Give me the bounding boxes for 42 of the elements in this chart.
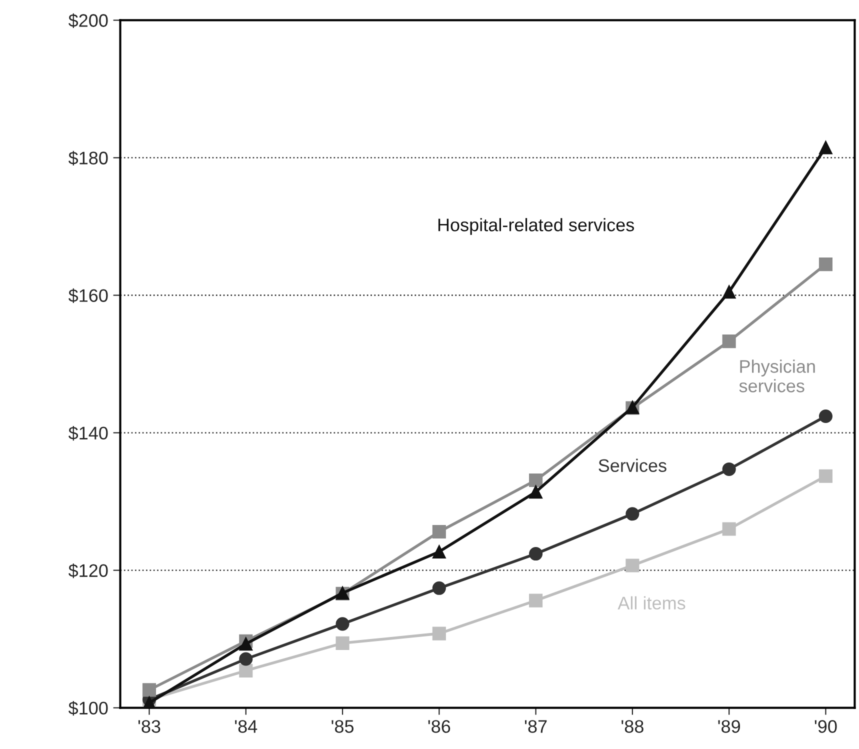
y-tick-label: $120: [68, 563, 108, 578]
point: [626, 558, 640, 572]
point: [336, 617, 350, 631]
y-tick-label: $100: [68, 700, 108, 716]
series-label: Services: [598, 458, 666, 472]
x-tick-label: '83: [138, 720, 160, 733]
point: [722, 334, 736, 348]
point: [722, 462, 736, 476]
point: [529, 485, 543, 499]
point: [529, 594, 543, 608]
point: [818, 140, 832, 154]
point: [239, 652, 253, 666]
y-tick-label: $180: [68, 150, 108, 166]
series-label: All items: [618, 596, 686, 610]
point: [239, 637, 253, 651]
point: [432, 581, 446, 595]
point: [722, 285, 736, 299]
y-tick-label: $140: [68, 426, 108, 441]
point: [818, 258, 832, 272]
point: [529, 547, 543, 561]
x-tick-label: '89: [718, 720, 740, 733]
point: [818, 410, 832, 424]
x-tick-label: '86: [428, 720, 450, 733]
x-tick-label: '85: [332, 720, 354, 733]
x-tick-label: '90: [814, 720, 837, 733]
point: [432, 626, 446, 640]
point: [722, 522, 736, 536]
point: [626, 507, 640, 521]
x-tick-label: '84: [235, 720, 258, 733]
text: Hospital-related services: [438, 218, 634, 235]
point: [432, 544, 446, 558]
x-tick-label: '87: [524, 720, 547, 733]
point: [432, 525, 446, 539]
point: [336, 636, 350, 650]
y-tick-label: $200: [68, 13, 108, 28]
point: [529, 473, 543, 487]
x-tick-label: '88: [622, 720, 644, 733]
point: [142, 683, 156, 697]
point: [239, 664, 253, 678]
y-tick-label: $160: [68, 288, 108, 304]
point: [818, 469, 832, 483]
series-label: Physician services: [739, 360, 815, 392]
